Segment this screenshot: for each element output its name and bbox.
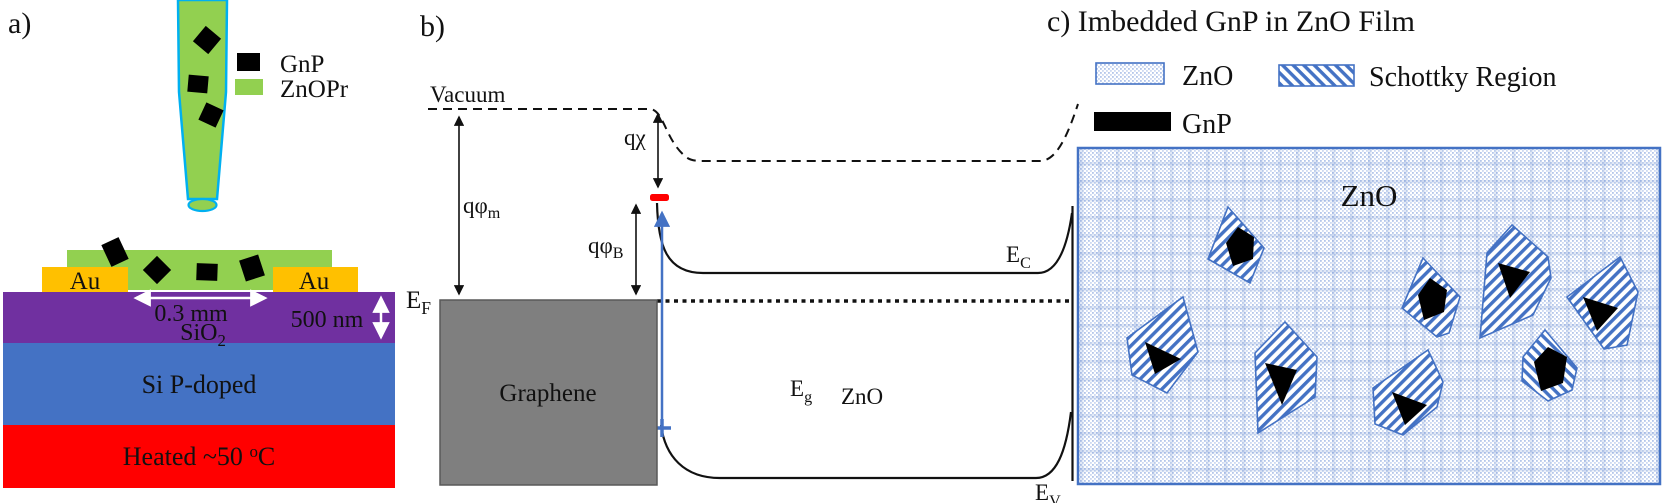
electron-affinity-label: qχ [624, 125, 647, 150]
graphene-box [439, 299, 658, 486]
legend-schottky-swatch [1278, 64, 1355, 87]
gnp-flake [1265, 363, 1297, 405]
gnp-flake [1534, 347, 1567, 391]
conduction-label: EC [1006, 242, 1031, 272]
gnp-particle [239, 254, 265, 282]
gnp-particle [192, 25, 222, 55]
legend-schottky-label: Schottky Region [1369, 62, 1556, 93]
legend-gnp-bar [1094, 112, 1171, 131]
gnp-particle [101, 237, 129, 267]
gnp-particle [187, 74, 209, 94]
legend-gnp-label: GnP [280, 51, 324, 78]
gnp-flake [1392, 392, 1427, 425]
gnp-flake [1145, 342, 1181, 374]
gnp-flake [1418, 278, 1447, 320]
panel-c-title: c) Imbedded GnP in ZnO Film [1047, 5, 1415, 38]
legend-znopr-swatch [235, 79, 263, 95]
legend-zno-swatch [1095, 62, 1165, 85]
schottky-region [1126, 295, 1199, 395]
panel-a: a) GnP ZnOPr Au Au 0.3 mm SiO2 500 nm [3, 0, 395, 488]
schottky-region [1565, 255, 1639, 350]
au-right-label: Au [299, 268, 330, 295]
zno-label: ZnO [841, 384, 883, 409]
work-function-label: qφm [463, 193, 501, 222]
fermi-label: EF [406, 287, 431, 318]
gnp-particle [198, 102, 224, 128]
panel-b: b) Vacuum qφm qχ qφB Graphene EF EC Eg Z… [406, 10, 1079, 503]
heater-label: Heated ~50 oC [123, 442, 275, 471]
heater-layer [3, 425, 395, 488]
substrate-label: Si P-doped [142, 370, 257, 399]
legend-zno-label: ZnO [1182, 61, 1233, 92]
channel-width-label: 0.3 mm [154, 301, 228, 327]
pipette-tip [187, 197, 218, 213]
au-left-label: Au [70, 268, 101, 295]
schottky-region [1372, 348, 1444, 436]
legend-znopr-label: ZnOPr [280, 76, 349, 103]
valence-band-curve [659, 411, 1073, 480]
gnp-flake [1226, 227, 1254, 266]
zno-film-label: ZnO [1341, 178, 1398, 213]
au-electrode-right [273, 267, 358, 292]
gnp-particle [196, 263, 218, 281]
panel-c: c) Imbedded GnP in ZnO Film ZnO Schottky… [1047, 5, 1662, 486]
gnp-flake [1498, 263, 1530, 298]
conduction-band-curve [655, 202, 1074, 275]
panel-b-label: b) [420, 10, 445, 43]
sio2-label: SiO2 [180, 320, 226, 350]
legend-gnp-swatch [237, 53, 260, 71]
oxide-thickness-label: 500 nm [291, 307, 364, 333]
si-substrate-layer [3, 343, 395, 425]
bandgap-label: Eg [790, 376, 812, 406]
valence-label: EV [1035, 480, 1061, 503]
au-electrode-left [42, 267, 128, 292]
barrier-height-label: qφB [588, 233, 624, 262]
graphene-label: Graphene [499, 380, 596, 407]
vacuum-label: Vacuum [430, 82, 505, 107]
interface-state-bar [650, 194, 669, 201]
embedded-gnp-flakes [1145, 227, 1618, 425]
pipette [176, 0, 229, 201]
vacuum-level-line [428, 103, 1079, 162]
legend-gnp-label: GnP [1182, 109, 1232, 140]
panel-a-label: a) [8, 7, 31, 40]
gnp-flake [1583, 297, 1618, 331]
